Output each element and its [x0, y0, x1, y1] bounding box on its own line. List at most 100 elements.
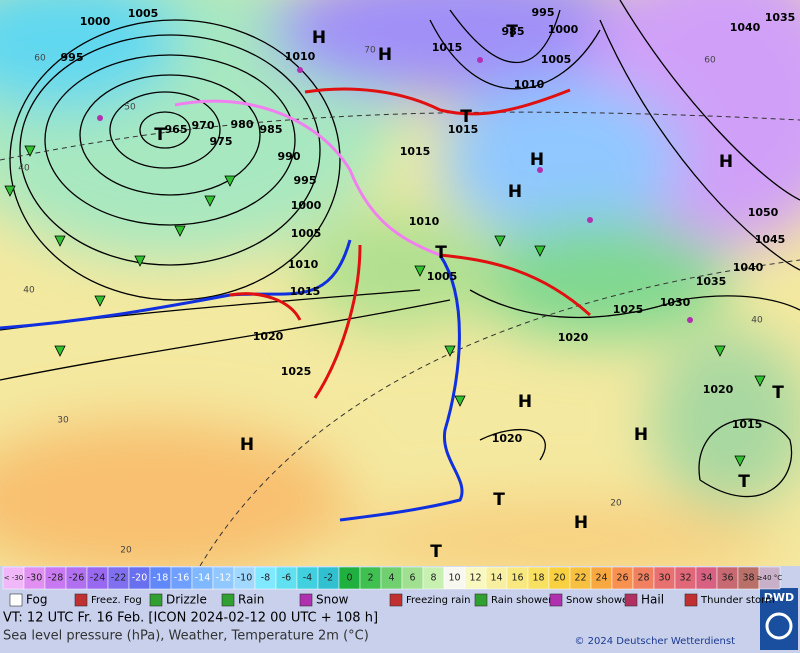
scale-label: -16: [174, 573, 190, 584]
pressure-center: H: [530, 150, 544, 170]
scale-label: -6: [282, 573, 291, 584]
scale-label: 12: [469, 573, 481, 584]
legend-label: Snow: [316, 593, 349, 607]
legend-icon: [221, 593, 235, 607]
weather-symbol: [134, 255, 146, 267]
scale-label: 0: [346, 573, 352, 584]
isobar-label: 1010: [409, 215, 440, 228]
pressure-center: T: [460, 107, 472, 127]
snow-symbol: [687, 317, 693, 323]
legend-label: Freez. Fog: [91, 595, 142, 606]
isobar-label: 1020: [253, 330, 284, 343]
snow-symbol: [477, 57, 483, 63]
scale-label: 24: [595, 573, 607, 584]
isobar-label: 1000: [80, 15, 111, 28]
weather-symbol: [94, 295, 106, 307]
scale-label: 10: [448, 573, 460, 584]
scale-label: -8: [261, 573, 270, 584]
logo-text: DWD: [764, 591, 794, 604]
isobar-label: 1030: [660, 296, 691, 309]
isobar-label: 1015: [400, 145, 431, 158]
pressure-center: H: [634, 425, 648, 445]
weather-symbol: [54, 235, 66, 247]
temperature-label: 50: [124, 103, 136, 113]
legend-icon: [474, 593, 488, 607]
isobar-label: 1040: [730, 21, 761, 34]
scale-label: -26: [69, 573, 85, 584]
legend-label: Fog: [26, 593, 47, 607]
weather-symbol: [4, 185, 16, 197]
isobar-label: 990: [278, 150, 301, 163]
pressure-center: T: [430, 542, 442, 562]
legend-icon: [74, 593, 88, 607]
legend-label: Snow shower: [566, 595, 633, 606]
temperature-label: 30: [57, 416, 69, 426]
legend-label: Freezing rain: [406, 595, 470, 606]
weather-symbol: [414, 265, 426, 277]
scale-label: 2: [367, 573, 373, 584]
weather-symbol: [734, 455, 746, 467]
scale-label: -4: [303, 573, 312, 584]
scale-label: 36: [721, 573, 733, 584]
isobar-label: 1015: [290, 285, 321, 298]
temperature-label: 60: [34, 54, 46, 64]
isobar-label: 1005: [128, 7, 159, 20]
pressure-center: H: [240, 435, 254, 455]
legend-icon: [549, 593, 563, 607]
scale-label: 8: [430, 573, 436, 584]
scale-label: 34: [700, 573, 712, 584]
isobar-label: 995: [532, 6, 555, 19]
pressure-center: H: [378, 45, 392, 65]
isobar-label: 1025: [281, 365, 312, 378]
isobar-label: 1000: [291, 199, 322, 212]
isobar-label: 965: [165, 123, 188, 136]
isobar-label: 1010: [514, 78, 545, 91]
scale-label: -24: [90, 573, 106, 584]
isobar-label: 975: [210, 135, 233, 148]
snow-symbol: [587, 217, 593, 223]
scale-label: -22: [111, 573, 127, 584]
scale-label: 18: [532, 573, 544, 584]
isobar-label: 1040: [733, 261, 764, 274]
isobar-label: 1045: [755, 233, 786, 246]
legend-icon: [624, 593, 638, 607]
scale-label: 30: [658, 573, 670, 584]
legend-icon: [149, 593, 163, 607]
isobar-label: 985: [260, 123, 283, 136]
legend-label: Rain: [238, 593, 264, 607]
isobar-label: 1005: [541, 53, 572, 66]
scale-label: 22: [574, 573, 586, 584]
isobar-label: 1050: [748, 206, 779, 219]
legend-icon: [389, 593, 403, 607]
weather-symbol: [454, 395, 466, 407]
isobar-label: 1020: [558, 331, 589, 344]
legend-label: Drizzle: [166, 593, 207, 607]
scale-label: -10: [237, 573, 253, 584]
legend-label: Thunder storm: [700, 595, 775, 606]
isobar-label: 1005: [291, 227, 322, 240]
scale-label: 16: [511, 573, 523, 584]
copyright: © 2024 Deutscher Wetterdienst: [574, 636, 735, 647]
scale-label: 38: [742, 573, 754, 584]
scale-label: 4: [388, 573, 394, 584]
pressure-center: T: [738, 472, 750, 492]
legend-icon: [9, 593, 23, 607]
pressure-center: H: [574, 513, 588, 533]
isobar-label: 995: [294, 174, 317, 187]
scale-label: 20: [553, 573, 565, 584]
scale-label: -2: [324, 573, 333, 584]
isobar-label: 1035: [765, 11, 796, 24]
isobar-label: 1025: [613, 303, 644, 316]
isobar-label: 1015: [432, 41, 463, 54]
isobar-label: 1015: [732, 418, 763, 431]
isobar-label: 980: [231, 118, 254, 131]
isobar-label: 1010: [288, 258, 319, 271]
pressure-center: H: [719, 152, 733, 172]
scale-label: ≥40 °C: [757, 574, 782, 582]
temperature-label: 40: [18, 164, 30, 174]
pressure-center: T: [506, 22, 518, 42]
map: [0, 0, 800, 580]
scale-label: -12: [216, 573, 232, 584]
temperature-label: 20: [610, 499, 622, 509]
